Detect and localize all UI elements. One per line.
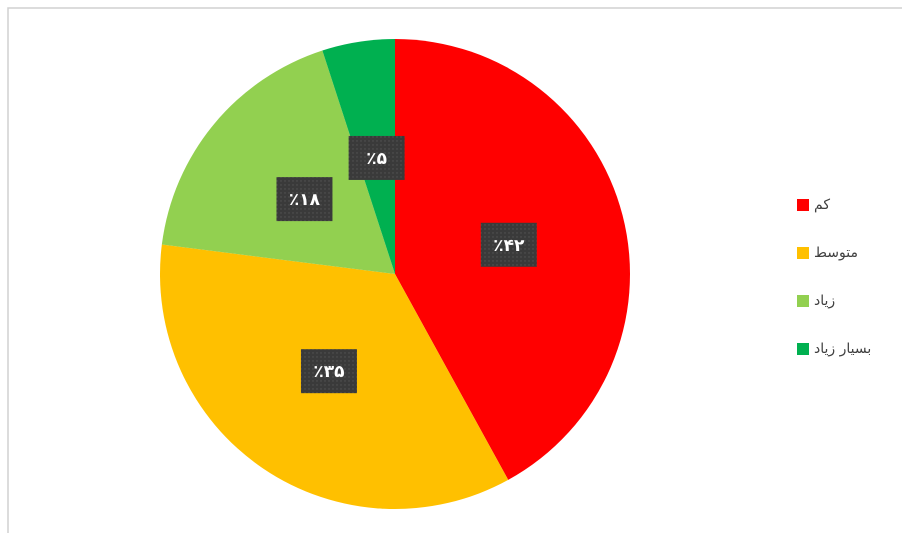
- pie-slice: [161, 50, 395, 274]
- legend-swatch: [797, 199, 809, 211]
- legend-label: کم: [814, 197, 830, 213]
- legend-swatch: [797, 295, 809, 307]
- legend-swatch: [797, 247, 809, 259]
- value-label: ٪۴۲: [493, 236, 525, 256]
- legend-label: متوسط: [814, 245, 858, 261]
- value-label-box: [480, 222, 537, 267]
- frame: [7, 7, 902, 533]
- value-label: ٪۳۵: [313, 362, 344, 382]
- value-label-box: [348, 135, 405, 180]
- legend-swatch: [797, 343, 809, 355]
- legend-label: زیاد: [814, 293, 835, 309]
- legend-label: بسیار زیاد: [814, 341, 871, 357]
- value-label-box: [300, 349, 357, 394]
- value-label-box: [276, 177, 333, 222]
- value-label: ٪۵: [366, 149, 387, 169]
- value-label: ٪۱۸: [289, 190, 321, 210]
